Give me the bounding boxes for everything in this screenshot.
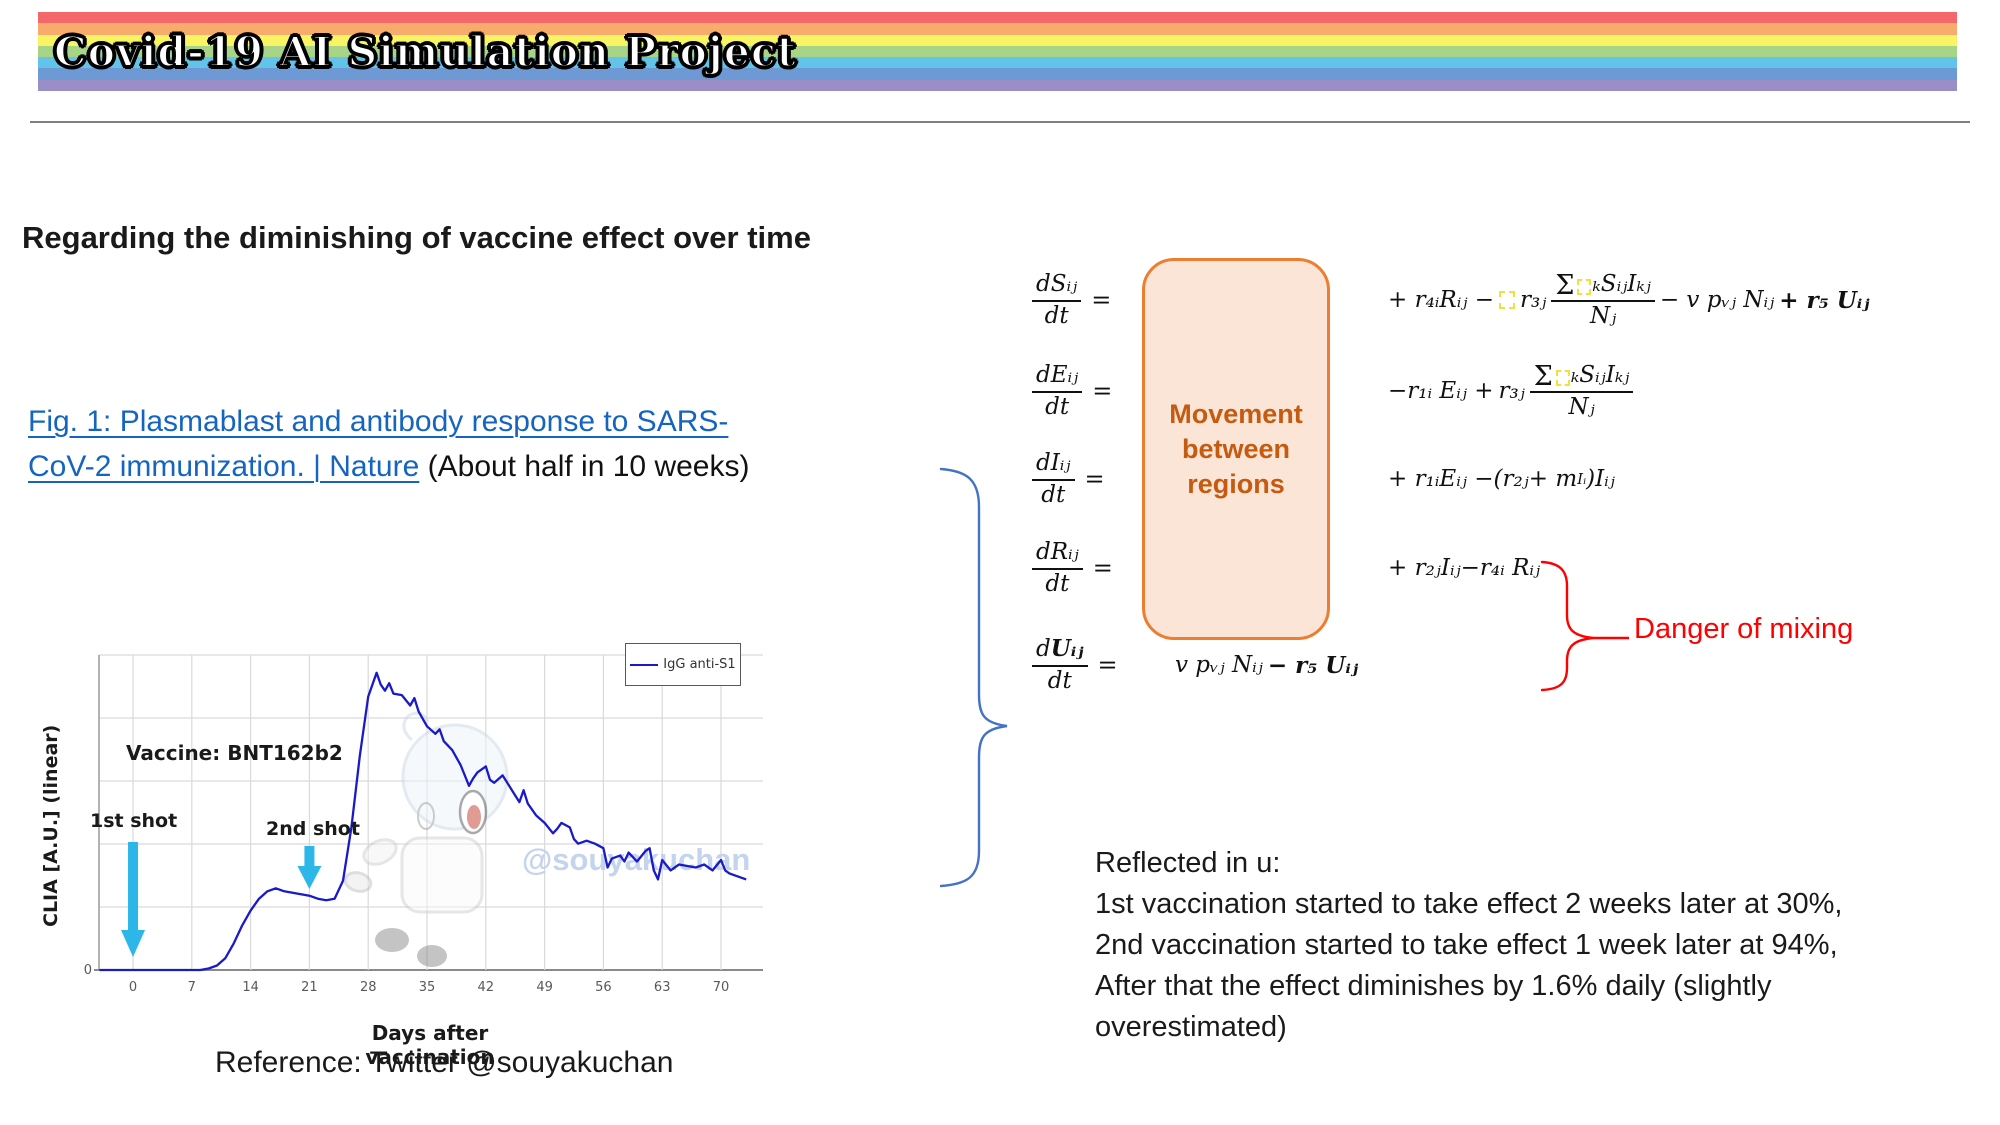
svg-text:14: 14 bbox=[242, 980, 259, 995]
chart-legend: IgG anti-S1 bbox=[625, 643, 741, 686]
second-shot-label: 2nd shot bbox=[266, 818, 360, 840]
movement-box-label: Movement between regions bbox=[1169, 398, 1303, 499]
reflected-line: 2nd vaccination started to take effect 1… bbox=[1095, 929, 1838, 961]
placeholder-box bbox=[1555, 369, 1570, 386]
eq-dI-rhs: + r₁ᵢEᵢⱼ −(r₂ⱼ+ m Iᵢ)Iᵢⱼ bbox=[1388, 466, 1615, 492]
movement-between-regions-box: Movement between regions bbox=[1142, 258, 1330, 640]
mascot-watermark bbox=[343, 711, 509, 967]
svg-text:35: 35 bbox=[419, 980, 436, 995]
reflected-title: Reflected in u: bbox=[1095, 847, 1281, 879]
eq-dU-rhs: v pᵥⱼ Nᵢⱼ − r₅ Uᵢⱼ bbox=[1175, 651, 1359, 679]
nature-figure-link[interactable]: CoV-2 immunization. | Nature bbox=[28, 450, 420, 483]
banner-stripe bbox=[38, 23, 1957, 35]
svg-text:63: 63 bbox=[654, 980, 671, 995]
banner-stripe bbox=[38, 12, 1957, 24]
svg-text:7: 7 bbox=[188, 980, 196, 995]
rainbow-banner: Covid-19 AI Simulation Project bbox=[38, 12, 1957, 91]
y-axis-title: CLIA [A.U.] (linear) bbox=[40, 724, 62, 928]
first-shot-label: 1st shot bbox=[90, 810, 178, 832]
nature-figure-link[interactable]: Fig. 1: Plasmablast and antibody respons… bbox=[28, 405, 729, 438]
banner-stripe bbox=[38, 57, 1957, 69]
x-axis-title: Days after vaccination bbox=[365, 1021, 495, 1069]
svg-text:0: 0 bbox=[129, 980, 137, 995]
project-title: Covid-19 AI Simulation Project bbox=[53, 27, 797, 77]
danger-of-mixing-label: Danger of mixing bbox=[1634, 613, 1854, 645]
page-title: Regarding the diminishing of vaccine eff… bbox=[22, 220, 811, 255]
eq-dS-lhs: dSᵢⱼ dt = bbox=[1032, 245, 1111, 355]
igg-curve bbox=[99, 671, 747, 972]
eq-dR-rhs: + r₂ⱼIᵢⱼ−r₄ᵢ Rᵢⱼ bbox=[1388, 555, 1541, 581]
x-tick-labels: 0 7 14 21 28 35 42 49 56 63 70 bbox=[129, 980, 729, 995]
svg-text:49: 49 bbox=[536, 980, 553, 995]
legend-label: IgG anti-S1 bbox=[663, 657, 736, 672]
eq-dE-lhs: dEᵢⱼ dt = bbox=[1032, 336, 1112, 446]
svg-text:56: 56 bbox=[595, 980, 612, 995]
shot-arrows bbox=[121, 842, 322, 957]
reflected-line: After that the effect diminishes by 1.6%… bbox=[1095, 970, 1772, 1002]
red-brace bbox=[1540, 560, 1594, 692]
svg-text:21: 21 bbox=[301, 980, 318, 995]
divider-line bbox=[30, 121, 1970, 123]
reflected-in-u-block: Reflected in u: 1st vaccination started … bbox=[1095, 843, 1842, 1048]
blue-brace bbox=[939, 467, 1008, 888]
eq-dU-lhs: d Uᵢⱼ dt = bbox=[1032, 610, 1118, 720]
eq-dI-lhs: dIᵢⱼ dt = bbox=[1032, 424, 1105, 534]
reflected-line: 1st vaccination started to take effect 2… bbox=[1095, 888, 1843, 920]
figure-caption: Fig. 1: Plasmablast and antibody respons… bbox=[28, 399, 749, 489]
svg-text:42: 42 bbox=[478, 980, 495, 995]
banner-stripe bbox=[38, 45, 1957, 58]
antibody-response-chart: @souyakuchan 0 7 14 21 28 35 42 49 56 63 70 0 bbox=[40, 600, 800, 1070]
svg-text:28: 28 bbox=[360, 980, 377, 995]
svg-text:70: 70 bbox=[713, 980, 730, 995]
placeholder-box bbox=[1577, 278, 1592, 295]
eq-dR-lhs: dRᵢⱼ dt = bbox=[1032, 513, 1113, 623]
placeholder-box bbox=[1499, 291, 1516, 309]
vaccine-annotation: Vaccine: BNT162b2 bbox=[126, 741, 343, 765]
reference-text: Reference: Twitter @souyakuchan bbox=[215, 1046, 674, 1079]
banner-stripe bbox=[38, 79, 1957, 91]
figure-caption-note: (About half in 10 weeks) bbox=[419, 450, 750, 483]
y-origin-label: 0 bbox=[84, 963, 92, 978]
reflected-line: overestimated) bbox=[1095, 1011, 1287, 1043]
banner-stripe bbox=[38, 68, 1957, 80]
banner-stripe bbox=[38, 34, 1957, 46]
legend-line-swatch bbox=[630, 663, 659, 666]
